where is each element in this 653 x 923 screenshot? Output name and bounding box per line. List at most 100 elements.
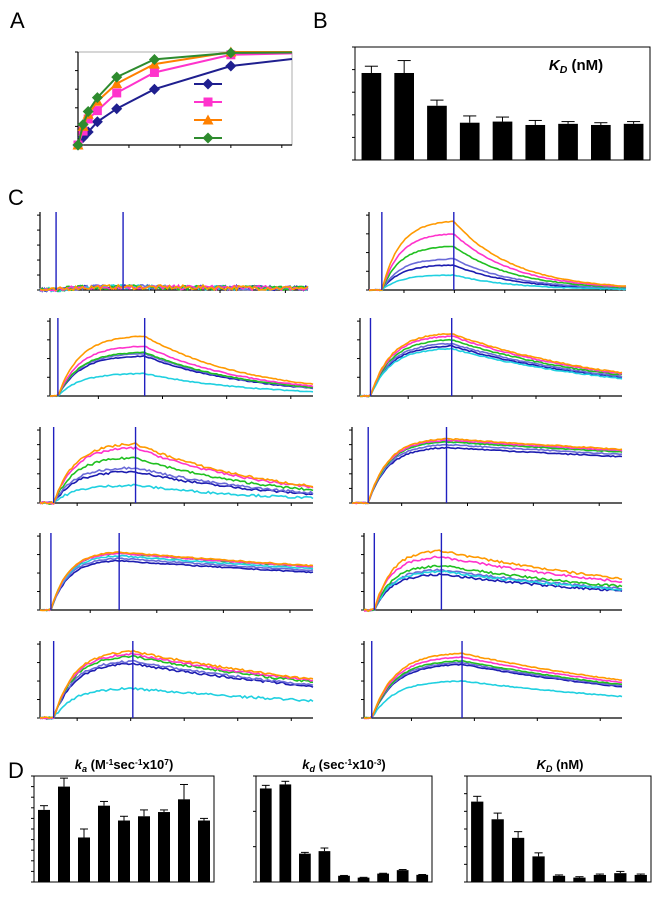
data-point [149, 67, 159, 77]
sensorgram-curve [364, 655, 622, 720]
sensorgram-curve [359, 347, 623, 398]
panel-d-chart-3: KD (nM) [464, 757, 652, 883]
sensorgram-curve [363, 555, 623, 612]
bar [459, 122, 480, 160]
data-point [72, 139, 84, 151]
bar [591, 124, 611, 160]
sensorgram-bu [37, 533, 314, 613]
sensorgram-curve [39, 659, 314, 720]
data-point [148, 83, 160, 95]
sensorgram-curve [39, 554, 314, 612]
sensorgram-curve [39, 654, 314, 720]
data-point [225, 60, 237, 72]
sensorgram-curve [363, 659, 623, 719]
data-point [92, 106, 102, 116]
title-unit: x10 [143, 757, 165, 772]
series-line [77, 52, 293, 146]
title-symbol: K [536, 757, 547, 772]
bar [532, 856, 545, 882]
panel-c-sensorgrams [37, 212, 627, 721]
bar [416, 874, 429, 882]
title-subscript: a [82, 764, 87, 774]
sensorgram-curve [351, 443, 623, 505]
data-point [77, 119, 89, 131]
bar [279, 784, 292, 882]
title-subscript: D [546, 764, 553, 774]
bar [396, 870, 409, 882]
panel-letter-d: D [8, 758, 24, 783]
chart-title: KD (nM) [549, 57, 603, 76]
title-unit: (nM) [552, 757, 583, 772]
sensorgram-curve [351, 437, 623, 505]
sensorgram-curve [39, 551, 314, 612]
sensorgram-curve [39, 456, 314, 505]
title-unit: sec [113, 757, 135, 772]
sensorgram-curve [363, 570, 623, 612]
sensorgram-curve [39, 283, 309, 293]
data-point [78, 126, 88, 136]
sensorgram-curve [359, 335, 623, 398]
sensorgram-curve [368, 220, 627, 292]
data-point [202, 114, 214, 125]
bar [138, 816, 150, 882]
bar [511, 837, 525, 882]
panel-letter-a: A [10, 8, 25, 33]
bar [58, 786, 70, 882]
panel-b-kd-bar-chart: KD (nM) [352, 46, 651, 161]
sensorgram-curve [39, 470, 314, 505]
data-point [91, 116, 103, 128]
sensorgram-curve [363, 652, 623, 720]
sensorgram-curve [39, 283, 309, 292]
sensorgram-et [357, 318, 623, 399]
data-point [203, 97, 213, 107]
title-unit: -3 [374, 757, 382, 767]
sensorgram-curve [49, 335, 314, 397]
title-unit: x10 [352, 757, 374, 772]
sensorgram-curve [359, 338, 623, 398]
bar [361, 72, 382, 160]
title-unit: -1 [135, 757, 143, 767]
panel-d-chart-1: ka (M-1sec-1x107) [31, 757, 215, 883]
bar [552, 875, 566, 882]
data-point [225, 47, 237, 59]
panel-letter-b: B [313, 8, 328, 33]
sensorgram-curve [368, 257, 627, 292]
bar [357, 877, 370, 882]
chart-title: ka (M-1sec-1x107) [75, 757, 174, 774]
data-point [111, 103, 123, 115]
sensorgram-pob [37, 641, 314, 721]
sensorgram-curve [363, 663, 623, 719]
bar [178, 799, 190, 882]
sensorgram-curve [363, 572, 623, 612]
sensorgram-curve [363, 564, 623, 612]
bar [38, 809, 50, 882]
sensorgram-curve [39, 652, 314, 720]
bar [427, 105, 447, 160]
data-point [112, 88, 122, 98]
bar [158, 812, 170, 882]
sensorgram-curve [39, 445, 314, 505]
bar [259, 788, 272, 882]
sensorgram-curve [39, 557, 314, 612]
sensorgram-curve [359, 332, 623, 398]
sensorgram-curve [49, 351, 314, 398]
sensorgram-curve [351, 446, 623, 505]
sensorgram-curve [39, 483, 314, 505]
sensorgram-curve [39, 649, 314, 720]
bar [558, 123, 578, 160]
data-point [111, 78, 123, 89]
data-point [202, 78, 214, 90]
data-point [82, 106, 94, 118]
sensorgram-cm [47, 318, 314, 399]
bar [299, 853, 311, 882]
panel-d-chart-2: kd (sec-1x10-3) [253, 757, 433, 883]
bar [198, 820, 210, 882]
bar [573, 877, 586, 882]
data-point [202, 132, 214, 144]
title-unit: ) [381, 757, 385, 772]
sensorgram-curve [39, 686, 314, 720]
bar [78, 837, 90, 882]
sensorgram-curve [351, 440, 623, 505]
bar [471, 801, 484, 882]
panel-a-binding-chart [72, 46, 293, 151]
